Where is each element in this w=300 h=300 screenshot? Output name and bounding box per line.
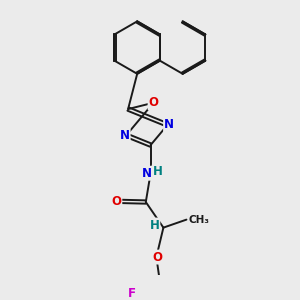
Text: H: H xyxy=(149,219,159,232)
Text: F: F xyxy=(128,287,136,300)
Text: O: O xyxy=(148,96,159,109)
Text: CH₃: CH₃ xyxy=(189,214,210,225)
Text: N: N xyxy=(142,167,152,180)
Text: H: H xyxy=(153,165,163,178)
Text: N: N xyxy=(120,129,130,142)
Text: O: O xyxy=(111,195,122,208)
Text: N: N xyxy=(164,118,174,131)
Text: O: O xyxy=(152,250,162,264)
